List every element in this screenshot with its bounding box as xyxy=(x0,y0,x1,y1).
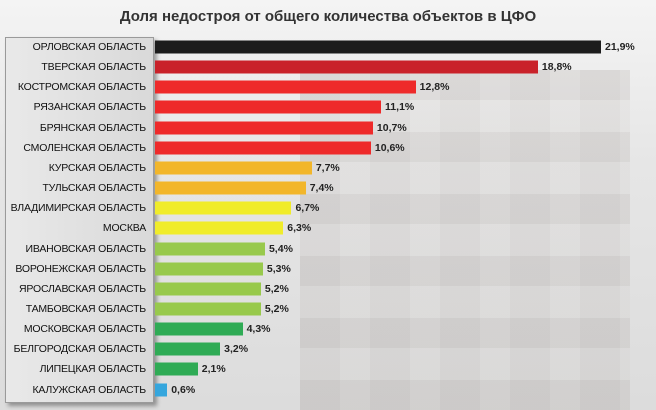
category-label: БРЯНСКАЯ ОБЛАСТЬ xyxy=(39,121,146,134)
category-label: СМОЛЕНСКАЯ ОБЛАСТЬ xyxy=(23,141,146,154)
bar xyxy=(155,80,416,94)
data-label: 7,7% xyxy=(315,161,340,174)
data-label: 2,1% xyxy=(201,363,226,376)
category-label: КАЛУЖСКАЯ ОБЛАСТЬ xyxy=(32,383,146,396)
chart-title: Доля недостроя от общего количества объе… xyxy=(119,8,537,25)
data-label: 0,6% xyxy=(171,383,196,396)
category-label: ТВЕРСКАЯ ОБЛАСТЬ xyxy=(41,61,146,74)
category-label: ИВАНОВСКАЯ ОБЛАСТЬ xyxy=(25,242,147,255)
bar xyxy=(155,40,601,54)
bar xyxy=(155,201,292,215)
bar xyxy=(155,161,312,175)
data-label: 10,6% xyxy=(374,141,405,154)
bar xyxy=(155,121,373,135)
bar xyxy=(155,383,168,397)
bar xyxy=(155,221,284,235)
data-label: 5,2% xyxy=(264,282,289,295)
category-label-panel xyxy=(5,37,154,403)
bar xyxy=(155,60,538,74)
data-label: 10,7% xyxy=(376,121,407,134)
bar xyxy=(155,262,263,276)
category-label: КОСТРОМСКАЯ ОБЛАСТЬ xyxy=(17,81,146,94)
category-label: МОСКОВСКАЯ ОБЛАСТЬ xyxy=(23,323,146,336)
bar xyxy=(155,282,261,296)
bar xyxy=(155,322,243,336)
data-label: 18,8% xyxy=(541,61,572,74)
data-label: 11,1% xyxy=(385,101,415,114)
data-label: 6,3% xyxy=(287,222,312,235)
data-label: 5,4% xyxy=(268,242,293,255)
category-label: ОРЛОВСКАЯ ОБЛАСТЬ xyxy=(32,41,147,53)
bar xyxy=(155,100,382,114)
data-label: 3,2% xyxy=(224,343,249,356)
data-label: 6,7% xyxy=(295,202,320,215)
data-label: 5,3% xyxy=(266,262,291,275)
category-label: ВОРОНЕЖСКАЯ ОБЛАСТЬ xyxy=(15,262,146,275)
bar xyxy=(155,242,265,255)
bar xyxy=(155,141,371,155)
category-label: КУРСКАЯ ОБЛАСТЬ xyxy=(48,161,146,174)
data-label: 21,9% xyxy=(605,41,635,53)
category-label: ЯРОСЛАВСКАЯ ОБЛАСТЬ xyxy=(19,282,146,295)
bar xyxy=(155,302,261,316)
bar xyxy=(155,362,198,376)
category-label: РЯЗАНСКАЯ ОБЛАСТЬ xyxy=(33,101,147,114)
category-label: ТАМБОВСКАЯ ОБЛАСТЬ xyxy=(25,302,146,315)
data-label: 12,8% xyxy=(419,81,450,94)
bar xyxy=(155,181,306,195)
category-label: БЕЛГОРОДСКАЯ ОБЛАСТЬ xyxy=(13,343,147,356)
bar xyxy=(155,342,221,356)
data-label: 5,2% xyxy=(264,302,289,315)
data-label: 4,3% xyxy=(246,323,271,336)
category-label: МОСКВА xyxy=(102,222,146,235)
category-label: ТУЛЬСКАЯ ОБЛАСТЬ xyxy=(42,182,146,195)
data-label: 7,4% xyxy=(309,182,334,195)
category-label: ВЛАДИМИРСКАЯ ОБЛАСТЬ xyxy=(10,202,147,215)
category-label: ЛИПЕЦКАЯ ОБЛАСТЬ xyxy=(39,363,147,376)
